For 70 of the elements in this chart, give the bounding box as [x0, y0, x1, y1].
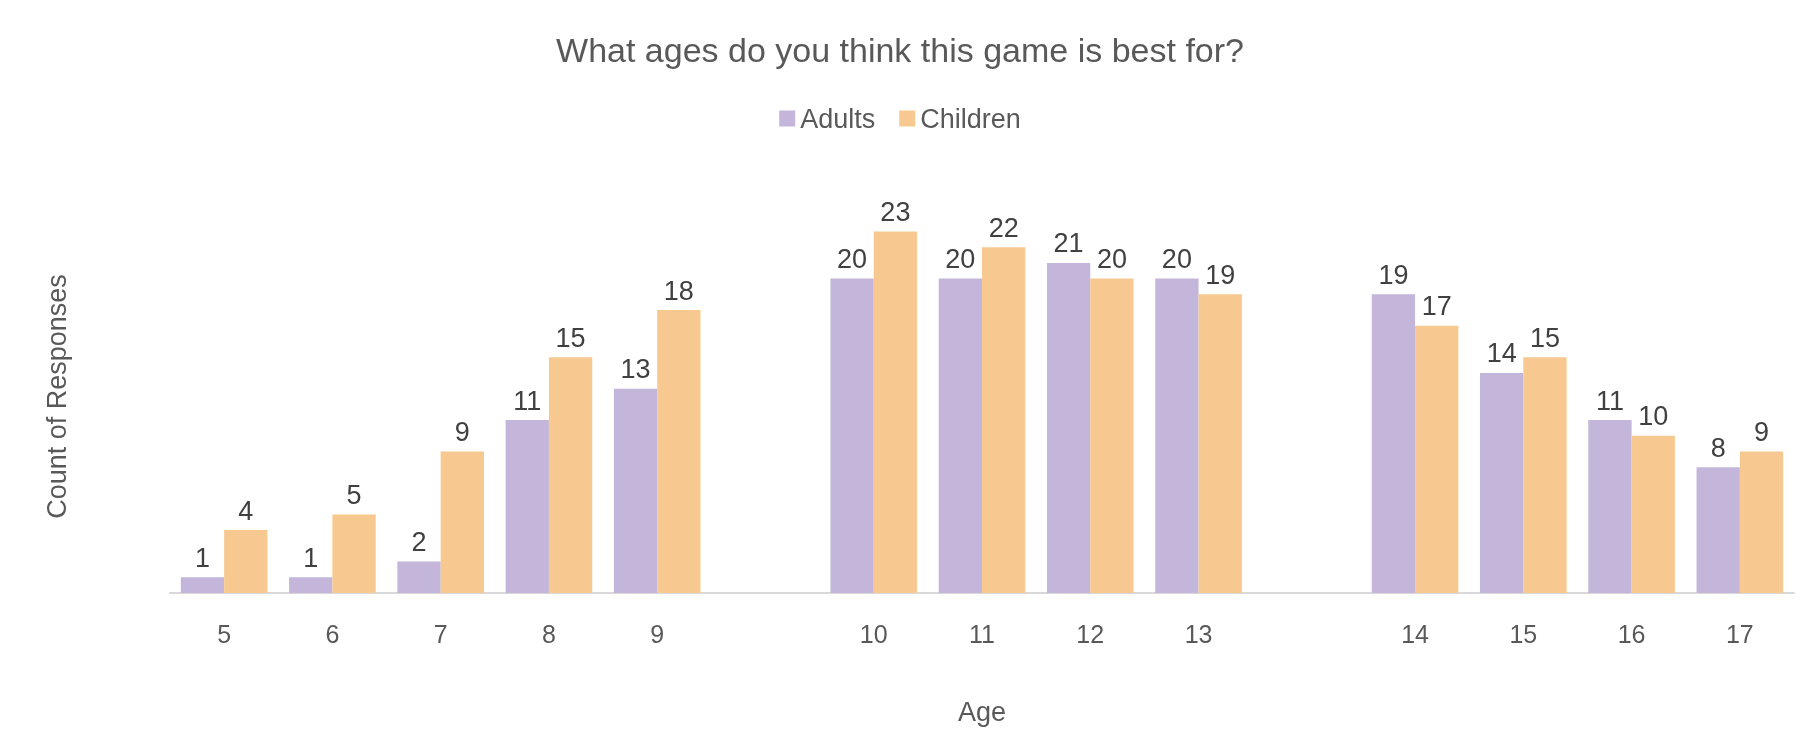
bar: [1415, 325, 1459, 593]
bar: [830, 278, 874, 593]
x-tick-label: 13: [1184, 619, 1213, 648]
bar: [613, 388, 658, 593]
bar: [440, 451, 484, 593]
legend-label: Children: [920, 103, 1021, 134]
bar: [397, 561, 441, 593]
bar: [1588, 420, 1632, 593]
bar: [873, 231, 918, 593]
bar: [289, 577, 333, 593]
x-tick-label: 7: [433, 619, 448, 648]
data-label: 23: [880, 196, 911, 227]
bar: [548, 357, 593, 593]
data-label: 13: [620, 354, 651, 385]
data-label: 18: [663, 275, 694, 306]
data-label: 1: [303, 542, 319, 573]
bar: [1480, 372, 1524, 593]
x-tick-label: 12: [1076, 619, 1105, 648]
x-tick-label: 8: [541, 619, 556, 648]
x-tick-label: 10: [859, 619, 888, 648]
data-label: 20: [1161, 244, 1192, 275]
data-label: 22: [988, 212, 1019, 243]
data-label: 8: [1710, 432, 1726, 463]
x-tick-label: 15: [1509, 619, 1538, 648]
bar: [938, 278, 982, 593]
data-label: 10: [1638, 401, 1669, 432]
x-tick-label: 9: [650, 619, 665, 648]
data-label: 1: [194, 542, 210, 573]
bar: [224, 530, 268, 593]
bar: [982, 247, 1026, 593]
bar: [1631, 435, 1675, 593]
data-label: 15: [555, 322, 586, 353]
bar: [1696, 467, 1740, 593]
data-label: 19: [1378, 259, 1409, 290]
data-label: 11: [513, 385, 542, 416]
x-tick-label: 11: [969, 619, 995, 648]
data-label: 9: [454, 417, 470, 448]
data-label: 5: [346, 479, 362, 510]
data-label: 11: [1595, 385, 1624, 416]
data-label: 17: [1421, 291, 1452, 322]
bar: [1198, 294, 1242, 593]
chart-title: What ages do you think this game is best for?: [556, 31, 1244, 69]
x-tick-label: 17: [1725, 619, 1754, 648]
data-label: 20: [837, 244, 868, 275]
bar: [1090, 278, 1134, 593]
bar: [332, 514, 376, 593]
data-label: 14: [1486, 338, 1517, 369]
bar: [657, 310, 701, 593]
legend-label: Adults: [800, 103, 876, 134]
x-axis-title: Age: [957, 696, 1007, 727]
data-label: 4: [238, 495, 254, 526]
x-tick-label: 5: [217, 619, 232, 648]
bar: [1155, 278, 1199, 593]
bar: [505, 420, 549, 593]
bar: [1046, 262, 1091, 593]
data-label: 15: [1529, 322, 1561, 353]
bar: [1371, 294, 1416, 593]
data-label: 20: [1096, 244, 1127, 275]
data-label: 20: [945, 244, 976, 275]
bar: [1739, 451, 1784, 593]
x-tick-label: 6: [325, 619, 340, 648]
bar: [1523, 357, 1567, 593]
data-label: 2: [411, 527, 427, 558]
data-label: 9: [1754, 417, 1770, 448]
y-axis-title: Count of Responses: [41, 274, 72, 519]
bar: [180, 577, 225, 593]
data-label: 21: [1053, 228, 1084, 259]
data-label: 19: [1205, 259, 1236, 290]
x-tick-label: 14: [1401, 619, 1430, 648]
x-tick-label: 16: [1617, 619, 1646, 648]
